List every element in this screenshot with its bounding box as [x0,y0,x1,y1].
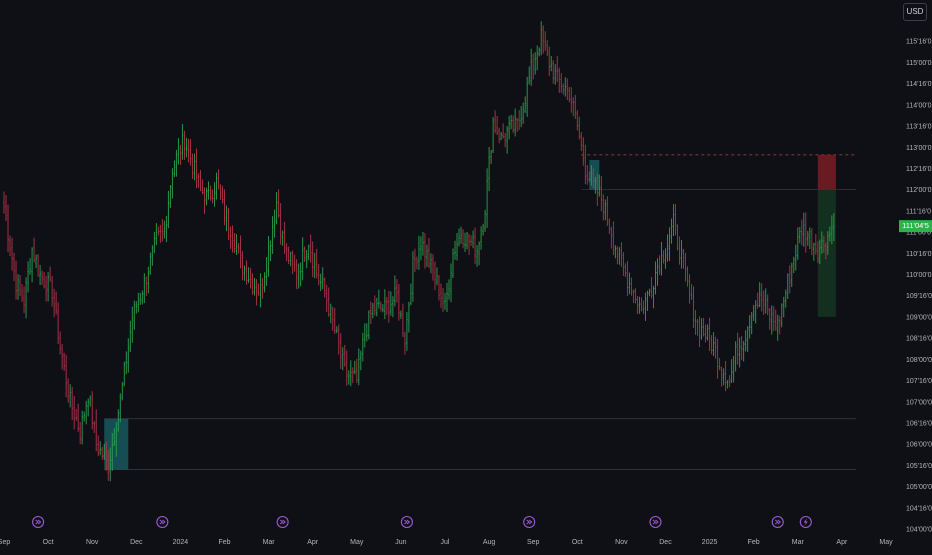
dividend-icon[interactable] [649,515,662,529]
ohlc-bar-layer [3,21,835,482]
event-markers [32,515,812,529]
x-tick-label: Nov [86,539,99,546]
y-tick-label: 111'00'0 [906,230,931,237]
y-tick-label: 111'16'0 [906,208,931,215]
annotation-layer [104,154,856,470]
x-tick-label: May [879,539,893,546]
y-tick-label: 109'16'0 [906,293,932,300]
x-tick-label: 2024 [173,539,189,546]
x-tick-label: Feb [218,539,230,546]
y-tick-label: 113'16'0 [906,124,932,131]
x-tick-label: Mar [263,539,276,546]
x-tick-label: Sep [527,539,540,546]
time-axis: Sep Oct Nov Dec 2024 Feb Mar Apr May Jun Jul Aug Sep… [0,539,893,546]
y-tick-label: 108'00'0 [906,357,932,364]
teal-zone [589,159,600,190]
y-tick-label: 115'00'0 [906,60,932,67]
dividend-icon[interactable] [771,515,784,529]
dividend-icon[interactable] [156,515,169,529]
y-tick-label: 112'00'0 [906,187,932,194]
x-tick-label: Dec [659,539,672,546]
y-tick-label: 112'16'0 [906,166,932,173]
y-tick-label: 109'00'0 [906,314,932,321]
last-price-marker [899,220,932,233]
x-tick-label: Nov [615,539,628,546]
y-tick-label: 106'00'0 [906,442,932,449]
last-price-tag: 111'04'5 [902,221,929,231]
x-tick-label: Feb [748,539,760,546]
currency-badge[interactable]: USD [903,3,927,21]
lightning-icon[interactable] [799,515,812,529]
y-tick-label: 114'16'0 [906,81,932,88]
y-tick-label: 110'00'0 [906,272,932,279]
y-tick-label: 114'00'0 [906,102,932,109]
red-zone [817,154,836,190]
dividend-icon[interactable] [400,515,413,529]
x-tick-label: Aug [483,539,496,546]
x-tick-label: Apr [307,539,319,546]
x-tick-label: Sep [0,539,10,546]
x-tick-label: Oct [572,539,583,546]
x-tick-label: Mar [792,539,805,546]
y-tick-label: 104'00'0 [906,527,932,534]
y-tick-label: 105'00'0 [906,484,932,491]
y-tick-label: 105'16'0 [906,463,932,470]
x-tick-label: 2025 [702,539,718,546]
x-tick-label: Jun [395,539,406,546]
y-tick-label: 106'16'0 [906,420,932,427]
x-tick-label: Oct [43,539,54,546]
x-tick-label: Jul [441,539,450,546]
y-tick-label: 104'16'0 [906,505,932,512]
y-tick-label: 110'16'0 [906,251,932,258]
dividend-icon[interactable] [276,515,289,529]
dividend-icon[interactable] [523,515,536,529]
y-tick-label: 107'00'0 [906,399,932,406]
price-axis: 115'16'0 115'00'0 114'16'0 114'00'0 113'16'0… [899,39,932,534]
green-zone [817,189,836,317]
y-tick-label: 107'16'0 [906,378,932,385]
x-tick-label: Apr [836,539,848,546]
y-tick-label: 108'16'0 [906,336,932,343]
x-tick-label: Dec [130,539,143,546]
y-tick-label: 113'00'0 [906,145,932,152]
x-tick-label: May [350,539,364,546]
y-tick-label: 115'16'0 [906,39,932,46]
dividend-icon[interactable] [32,515,45,529]
